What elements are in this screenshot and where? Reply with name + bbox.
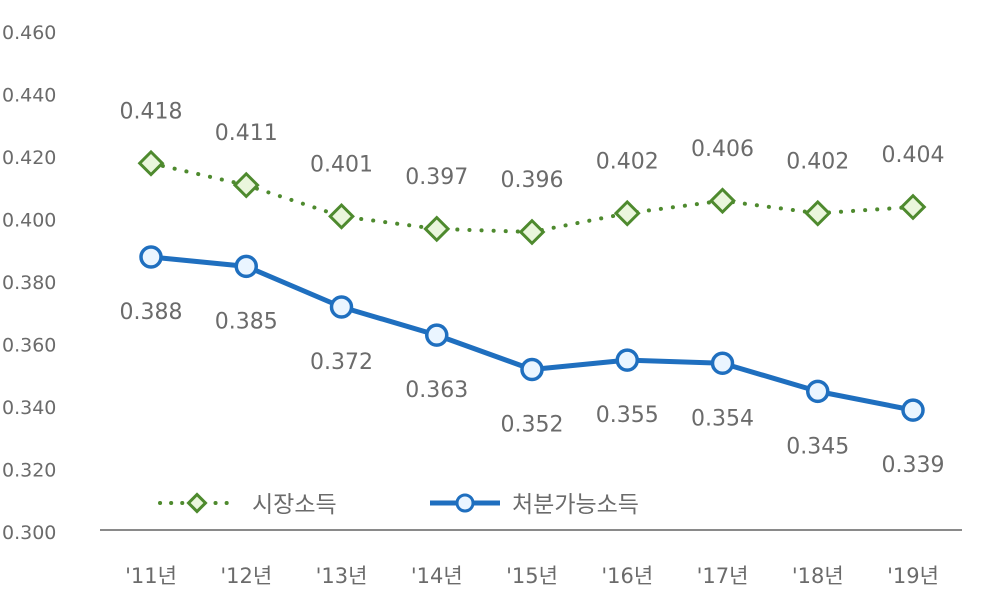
data-label: 0.402 xyxy=(786,149,849,174)
data-label: 0.345 xyxy=(786,434,849,459)
data-point-marker xyxy=(804,199,832,227)
data-label: 0.401 xyxy=(310,152,373,177)
series-1: 0.418 0.411 0.401 0.397 0.396 0.402 0.406 0.402… xyxy=(120,99,945,246)
data-point-marker xyxy=(520,357,544,382)
y-tick-label: 0.380 xyxy=(2,272,56,294)
data-point-marker xyxy=(613,199,641,227)
data-point-marker xyxy=(901,398,925,422)
x-tick-label: '12년 xyxy=(220,564,272,588)
x-tick-label: '11년 xyxy=(125,564,177,588)
x-tick-label: '15년 xyxy=(506,564,558,588)
x-tick-label: '18년 xyxy=(792,564,844,588)
data-label: 0.411 xyxy=(215,121,278,146)
x-tick-label: '13년 xyxy=(316,564,368,588)
data-point-marker xyxy=(425,323,449,347)
y-tick-label: 0.420 xyxy=(2,147,56,169)
legend-label: 시장소득 xyxy=(252,492,337,518)
data-label: 0.363 xyxy=(405,378,468,403)
data-label: 0.385 xyxy=(215,309,278,334)
data-point-marker xyxy=(518,218,546,246)
series-2: 0.388 0.385 0.372 0.363 0.352 0.355 0.354 0.345… xyxy=(120,245,945,478)
y-tick-label: 0.300 xyxy=(2,522,56,544)
data-point-marker xyxy=(139,245,163,269)
data-point-marker xyxy=(329,295,354,319)
legend: 시장소득 처분가능소득 xyxy=(158,492,639,518)
y-tick-label: 0.400 xyxy=(2,210,56,232)
data-label: 0.372 xyxy=(310,350,373,375)
data-label: 0.355 xyxy=(596,403,659,428)
data-label: 0.418 xyxy=(120,99,183,124)
series-line xyxy=(149,161,915,234)
data-label: 0.397 xyxy=(405,165,468,190)
data-label: 0.406 xyxy=(691,137,754,162)
x-tick-label: '19년 xyxy=(887,564,939,588)
y-tick-label: 0.460 xyxy=(2,22,56,44)
data-label: 0.388 xyxy=(120,300,183,325)
data-point-marker xyxy=(234,254,258,279)
data-label: 0.354 xyxy=(691,406,754,431)
data-label: 0.402 xyxy=(596,149,659,174)
data-label: 0.352 xyxy=(501,413,564,438)
data-point-marker xyxy=(328,202,355,230)
data-label: 0.339 xyxy=(882,453,945,478)
legend-marker-circle xyxy=(455,493,475,513)
legend-label: 처분가능소득 xyxy=(512,492,639,518)
data-label: 0.396 xyxy=(501,168,564,193)
x-tick-label: '14년 xyxy=(411,564,463,588)
data-point-marker xyxy=(806,379,830,404)
data-point-marker xyxy=(615,348,639,372)
data-point-marker xyxy=(232,171,260,199)
data-point-marker xyxy=(423,215,451,243)
data-point-marker xyxy=(709,187,736,215)
data-label: 0.404 xyxy=(882,143,945,168)
y-tick-label: 0.440 xyxy=(2,85,56,107)
x-tick-label: '17년 xyxy=(697,564,749,588)
data-point-marker xyxy=(710,351,735,375)
y-tick-label: 0.360 xyxy=(2,335,56,357)
data-point-marker xyxy=(137,149,165,177)
x-tick-label: '16년 xyxy=(601,564,653,588)
legend-marker-diamond xyxy=(186,492,208,514)
data-point-marker xyxy=(899,193,927,221)
y-tick-label: 0.340 xyxy=(2,397,56,419)
y-tick-label: 0.320 xyxy=(2,460,56,482)
